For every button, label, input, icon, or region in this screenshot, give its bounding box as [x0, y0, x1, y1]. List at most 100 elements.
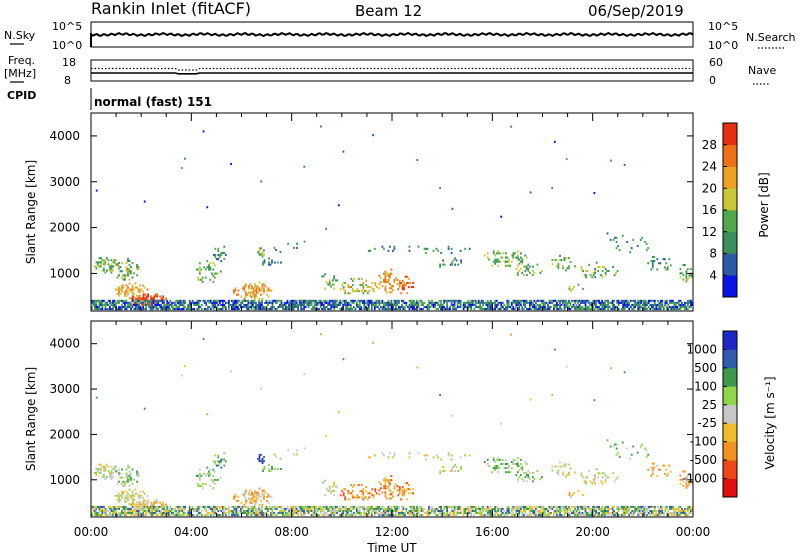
velocity-echo: [594, 476, 596, 479]
velocity-echo: [470, 505, 473, 508]
velocity-echo: [300, 512, 302, 514]
velocity-echo: [267, 501, 270, 504]
power-echo: [333, 283, 336, 286]
velocity-echo: [197, 512, 200, 514]
power-echo: [113, 299, 116, 302]
power-echo: [691, 303, 694, 306]
power-echo: [550, 306, 552, 309]
power-echo: [604, 274, 607, 277]
velocity-echo: [562, 505, 564, 508]
velocity-echo: [139, 500, 141, 503]
power-echo: [392, 308, 394, 311]
power-echo: [331, 306, 334, 309]
power-echo: [398, 284, 401, 287]
power-echo: [498, 252, 501, 255]
velocity-echo: [471, 507, 474, 510]
velocity-echo: [204, 483, 207, 485]
velocity-echo: [118, 480, 120, 483]
velocity-echo: [313, 505, 316, 508]
power-echo: [328, 301, 331, 304]
velocity-echo: [629, 505, 632, 508]
power-echo: [142, 293, 145, 296]
velocity-echo: [128, 470, 131, 473]
power-echo: [136, 266, 138, 269]
velocity-echo: [641, 510, 644, 512]
power-echo: [562, 265, 564, 268]
power-echo: [598, 306, 600, 309]
power-echo: [431, 301, 433, 304]
velocity-colorbar-swatch: [723, 478, 737, 498]
power-echo: [262, 306, 265, 309]
velocity-echo: [203, 472, 206, 475]
velocity-echo: [607, 507, 609, 510]
velocity-echo: [674, 507, 677, 510]
power-echo: [98, 257, 101, 260]
power-echo: [130, 306, 132, 309]
velocity-echo: [310, 510, 313, 512]
power-echo: [250, 303, 253, 306]
velocity-echo: [464, 512, 466, 514]
power-echo: [387, 301, 390, 304]
velocity-echo: [617, 510, 620, 512]
power-echo: [166, 303, 169, 306]
power-echo: [671, 306, 674, 309]
velocity-echo: [410, 492, 413, 495]
velocity-echo: [450, 454, 453, 457]
power-echo: [390, 272, 393, 275]
velocity-echo: [232, 510, 235, 512]
velocity-echo: [506, 514, 509, 517]
power-echo: [297, 303, 299, 306]
velocity-echo: [118, 496, 120, 499]
velocity-echo: [556, 510, 558, 512]
velocity-echo: [597, 472, 599, 475]
power-echo: [363, 308, 366, 311]
power-echo: [95, 261, 98, 264]
velocity-echo: [551, 465, 554, 468]
velocity-echo: [346, 514, 349, 517]
velocity-echo: [301, 510, 304, 512]
power-echo: [188, 303, 191, 306]
velocity-echo: [333, 510, 336, 512]
velocity-echo: [106, 514, 108, 517]
velocity-echo: [161, 507, 164, 510]
velocity-echo: [232, 514, 235, 517]
velocity-echo: [507, 505, 510, 508]
power-echo: [423, 247, 426, 250]
power-echo: [358, 301, 361, 304]
velocity-echo: [221, 505, 224, 508]
power-echo: [254, 283, 256, 286]
velocity-echo: [109, 512, 111, 514]
velocity-echo: [98, 505, 101, 508]
power-echo: [167, 308, 170, 311]
velocity-echo: [181, 510, 184, 512]
power-echo: [395, 276, 397, 279]
velocity-echo: [136, 510, 138, 512]
velocity-echo: [286, 514, 289, 517]
velocity-echo: [137, 474, 140, 477]
power-echo: [506, 256, 509, 259]
power-echo: [134, 286, 137, 289]
velocity-echo: [383, 514, 385, 517]
power-echo: [212, 274, 215, 277]
velocity-echo: [367, 507, 370, 510]
velocity-echo: [333, 514, 336, 517]
power-echo: [204, 276, 207, 279]
velocity-echo: [328, 505, 331, 508]
power-echo: [577, 308, 579, 311]
velocity-echo: [568, 473, 570, 476]
velocity-echo: [568, 505, 570, 508]
power-echo: [631, 303, 634, 306]
velocity-echo: [134, 510, 137, 512]
velocity-echo: [149, 505, 152, 508]
velocity-echo: [392, 491, 394, 494]
velocity-echo: [656, 514, 659, 517]
velocity-echo: [198, 485, 201, 487]
power-echo: [333, 308, 336, 311]
power-echo: [653, 308, 656, 311]
power-echo: [685, 270, 688, 273]
power-echo: [116, 292, 119, 295]
power-echo: [245, 285, 247, 288]
velocity-echo: [288, 514, 290, 517]
power-echo: [519, 301, 522, 304]
power-echo: [497, 308, 500, 311]
